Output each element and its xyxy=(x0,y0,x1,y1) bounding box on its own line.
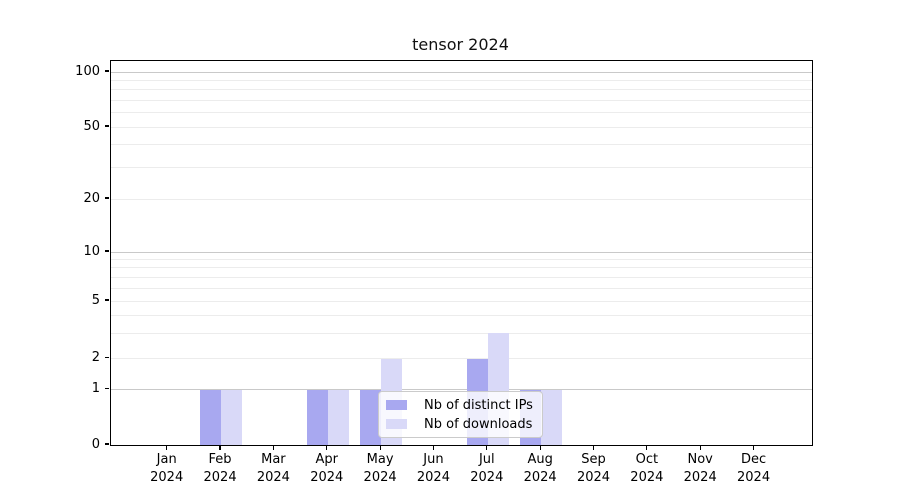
y-tick-label: 100 xyxy=(75,63,100,79)
x-tick-year: 2024 xyxy=(150,469,184,485)
legend-label: Nb of downloads xyxy=(424,416,533,432)
legend-swatch xyxy=(386,400,407,410)
x-tick-month: Jan xyxy=(156,452,177,467)
x-tick-year: 2024 xyxy=(416,469,450,485)
x-tick-year: 2024 xyxy=(470,469,504,485)
gridline-minor xyxy=(111,276,812,278)
x-tick-label: Apr 2024 xyxy=(296,451,358,486)
x-tick-year: 2024 xyxy=(310,469,344,485)
gridline-minor xyxy=(111,287,812,289)
x-tick-label: Oct 2024 xyxy=(616,451,678,486)
legend-item: Nb of distinct IPs xyxy=(386,397,533,413)
bar-apr-distinct-ips xyxy=(306,389,328,445)
x-tick-month: Aug xyxy=(527,452,553,467)
gridline-minor xyxy=(111,79,812,81)
x-tick-year: 2024 xyxy=(737,469,771,485)
bar-may-distinct-ips xyxy=(360,389,382,445)
x-tick-month: Feb xyxy=(208,452,232,467)
y-tick-mark xyxy=(104,197,109,199)
legend-item: Nb of downloads xyxy=(386,416,533,432)
bar-aug-downloads xyxy=(541,389,563,445)
gridline-minor xyxy=(111,166,812,168)
legend: Nb of distinct IPs Nb of downloads xyxy=(378,391,543,438)
x-tick-label: Dec 2024 xyxy=(723,451,785,486)
gridline-minor xyxy=(111,300,812,302)
x-tick-label: Sep 2024 xyxy=(563,451,625,486)
bar-apr-downloads xyxy=(327,389,349,445)
gridline-minor xyxy=(111,198,812,200)
y-tick-label: 20 xyxy=(83,190,100,206)
y-tick-label: 10 xyxy=(83,243,100,259)
x-tick-year: 2024 xyxy=(630,469,664,485)
x-tick-month: May xyxy=(366,452,394,467)
gridline-minor xyxy=(111,267,812,269)
x-tick-month: Oct xyxy=(635,452,659,467)
x-tick-month: Nov xyxy=(687,452,713,467)
x-tick-label: Jul 2024 xyxy=(456,451,518,486)
y-tick-mark xyxy=(104,70,109,72)
y-tick-mark xyxy=(104,250,109,252)
gridline-minor xyxy=(111,358,812,359)
x-tick-label: Aug 2024 xyxy=(509,451,571,486)
x-tick-label: Jun 2024 xyxy=(402,451,464,486)
plot-area xyxy=(110,60,813,446)
x-tick-year: 2024 xyxy=(203,469,237,485)
gridline-minor xyxy=(111,126,812,128)
bar-feb-distinct-ips xyxy=(200,389,222,445)
x-tick-month: Jul xyxy=(478,452,495,467)
y-tick-label: 50 xyxy=(83,118,100,134)
x-tick-label: May 2024 xyxy=(349,451,411,486)
y-tick-label: 2 xyxy=(91,350,100,365)
x-tick-year: 2024 xyxy=(256,469,290,485)
y-tick-label: 1 xyxy=(91,381,100,396)
x-tick-year: 2024 xyxy=(523,469,557,485)
bar-feb-downloads xyxy=(221,389,243,445)
x-tick-year: 2024 xyxy=(683,469,717,485)
y-tick-mark xyxy=(104,125,109,127)
legend-label: Nb of distinct IPs xyxy=(424,397,533,413)
x-tick-month: Dec xyxy=(740,452,767,467)
y-tick-mark xyxy=(104,299,109,301)
x-tick-label: Feb 2024 xyxy=(189,451,251,486)
x-tick-label: Jan 2024 xyxy=(136,451,198,486)
gridline-minor xyxy=(111,332,812,334)
y-tick-label: 5 xyxy=(91,292,100,308)
gridline-minor xyxy=(111,144,812,146)
gridline-minor xyxy=(111,314,812,316)
y-tick-mark xyxy=(104,387,109,390)
x-tick-label: Nov 2024 xyxy=(669,451,731,486)
gridline-major xyxy=(111,71,812,73)
gridline-major xyxy=(111,251,812,253)
chart-title: tensor 2024 xyxy=(412,35,509,54)
x-tick-year: 2024 xyxy=(363,469,397,485)
x-tick-month: Sep xyxy=(581,452,606,467)
y-tick-mark xyxy=(104,443,109,445)
x-tick-year: 2024 xyxy=(576,469,611,485)
gridline-minor xyxy=(111,99,812,101)
gridline-minor xyxy=(111,89,812,91)
x-tick-label: Mar 2024 xyxy=(242,451,304,486)
y-tick-label: 0 xyxy=(91,436,100,452)
gridline-major xyxy=(111,389,812,390)
x-tick-month: Apr xyxy=(315,452,339,467)
gridline-minor xyxy=(111,112,812,114)
x-tick-month: Jun xyxy=(423,452,444,467)
gridline-minor xyxy=(111,258,812,260)
legend-swatch xyxy=(386,419,407,429)
y-tick-mark xyxy=(104,356,109,359)
x-tick-month: Mar xyxy=(261,452,286,467)
